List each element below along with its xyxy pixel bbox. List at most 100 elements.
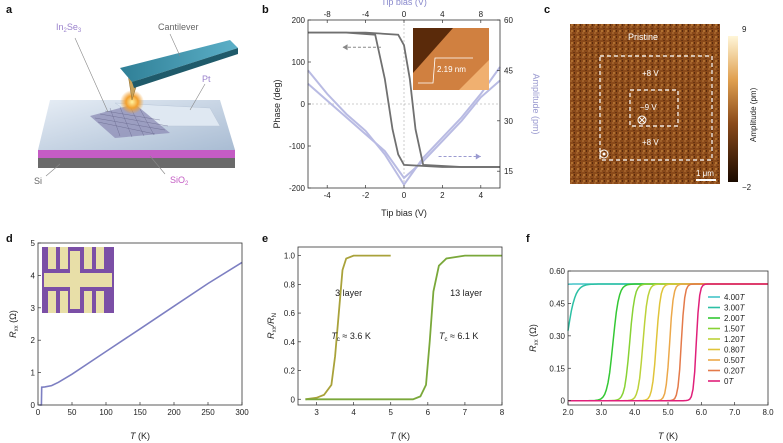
x-tick-label: 3 [314, 408, 319, 417]
x-tick-label: 150 [133, 408, 147, 417]
panel-label-a: a [6, 4, 13, 16]
panel-label-c: c [544, 4, 551, 16]
top-x-tick-label: 8 [479, 10, 484, 19]
inset-dark-region [413, 28, 453, 73]
device-inset [42, 247, 114, 313]
y-axis-label-main: R [8, 331, 18, 338]
tip-glow [120, 90, 144, 114]
arrow-right-head [475, 153, 481, 160]
legend-label-6: 0.50T [724, 356, 746, 365]
x-tick-label: 200 [167, 408, 181, 417]
x-axis-label-main: T [130, 431, 137, 441]
chart-f: 2.0 3.0 4.0 5.0 6.0 7.0 8.0 0 0.15 0.30 0.45 0.60 T … [528, 267, 774, 441]
x-tick-label: 7 [463, 408, 468, 417]
amplitude-forward-line [307, 79, 501, 180]
x-tick-label: 6.0 [696, 408, 708, 417]
map-title: Pristine [628, 32, 658, 42]
series-line-8 [568, 283, 768, 402]
annotation-tc-13-main: T [439, 331, 446, 341]
y-axis-label-main: R [266, 332, 276, 339]
si-layer [38, 158, 235, 168]
legend-value: 2.00 [724, 314, 740, 323]
electrode-top [84, 247, 92, 269]
cantilever-beam [120, 40, 238, 82]
annotation-tc-3-rest: ≈ 3.6 K [340, 331, 371, 341]
lattice-pattern [94, 105, 169, 138]
x-axis-label-main: T [390, 431, 397, 441]
leader-pt [189, 83, 206, 111]
in2se3-flake [90, 104, 170, 138]
y-axis-label-sub1: xx [272, 326, 278, 332]
annotation-tc-13-sub: c [444, 337, 447, 343]
x-tick-label: 5 [389, 408, 394, 417]
label-in2se3: In2Se3 [56, 22, 82, 34]
y-axis-label: Rxx/RN [266, 313, 278, 339]
y-tick-label: 4 [31, 271, 36, 280]
y-tick-label: 0.30 [549, 332, 565, 341]
legend-value: 1.20 [724, 335, 740, 344]
label-cantilever: Cantilever [158, 22, 199, 32]
x-tick-label: 5.0 [662, 408, 674, 417]
y-tick-label: -200 [289, 184, 306, 193]
y-tick-label: 1.0 [284, 252, 296, 261]
map-label-2: −9 V [640, 103, 657, 112]
amplitude-map [570, 24, 720, 184]
x-tick-label: 8 [500, 408, 505, 417]
y-tick-label: 0 [291, 395, 296, 404]
x-tick-label: 4 [351, 408, 356, 417]
y-tick-label: 5 [31, 239, 36, 248]
x-tick-label: 300 [235, 408, 249, 417]
legend-value: 0.80 [724, 346, 740, 355]
y-axis-label-sub: xx [14, 325, 20, 331]
electrode-bottom [96, 291, 104, 313]
electrode-bottom [60, 291, 68, 313]
y-axis-label-mid: /R [266, 317, 276, 328]
y2-tick-label: 45 [504, 66, 513, 75]
colorbar [728, 36, 738, 182]
annotation-13-layer: 13 layer [450, 288, 482, 298]
legend-value: 0 [724, 377, 729, 386]
top-x-tick-label: -8 [324, 10, 332, 19]
y-axis-label-unit: (Ω) [528, 324, 538, 339]
y-tick-label: 100 [292, 58, 306, 67]
legend-value: 1.50 [724, 325, 740, 334]
legend-label-8: 0T [724, 377, 734, 386]
panel-label-e: e [262, 233, 269, 245]
legend-value: 0.50 [724, 356, 740, 365]
legend-value: 3.00 [724, 304, 740, 313]
annotation-tc-3: Tc ≈ 3.6 K [331, 331, 370, 343]
label-sio2: SiO2 [170, 175, 189, 187]
y-axis-label-sub2: N [272, 313, 278, 317]
x-tick-label: 4 [479, 191, 484, 200]
y-tick-label: 0 [561, 397, 566, 406]
colorbar-min: −2 [742, 183, 752, 192]
y-axis-label-unit: (Ω) [8, 310, 18, 325]
y-tick-label: 0.15 [549, 364, 565, 373]
phase-reverse-line [308, 31, 500, 168]
annotation-3-layer: 3 layer [335, 288, 362, 298]
electrode-bar [44, 273, 112, 287]
legend-label-1: 3.00T [724, 304, 746, 313]
marker-dot [599, 149, 609, 159]
arrow-left-head [342, 44, 348, 51]
inset-height-label: 2.19 nm [437, 65, 466, 74]
panel-label-f: f [526, 233, 530, 245]
leader-cantilever [169, 33, 181, 57]
x-tick-label: 0 [402, 191, 407, 200]
label-si: Si [34, 176, 42, 186]
legend-label-7: 0.20T [724, 367, 746, 376]
y-tick-label: 3 [31, 304, 36, 313]
plot-frame [297, 246, 503, 406]
x-tick-label: 4.0 [629, 408, 641, 417]
x-tick-label: -4 [324, 191, 332, 200]
top-x-tick-label: 0 [402, 10, 407, 19]
colorbar-max: 9 [742, 25, 747, 34]
legend-unit: T [740, 325, 746, 334]
top-x-axis-label: Tip bias (V) [381, 0, 427, 7]
map-label-3: +8 V [642, 138, 659, 147]
inner-box [629, 89, 679, 127]
y-tick-label: 0.6 [284, 309, 296, 318]
y-axis-label: Rxx (Ω) [8, 310, 20, 338]
x-tick-label: 0 [36, 408, 41, 417]
x-axis-label-main: T [658, 431, 665, 441]
